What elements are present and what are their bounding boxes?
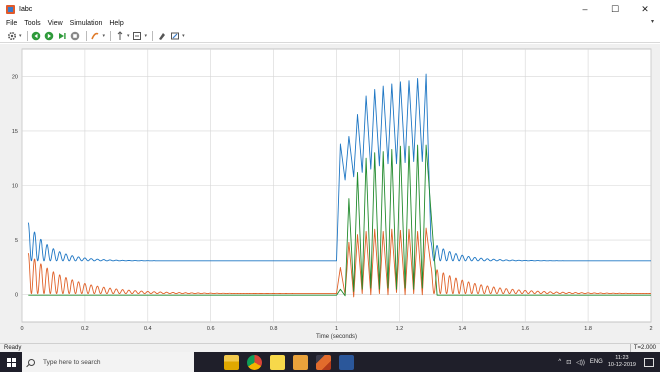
menu-view[interactable]: View [47,20,63,27]
word-icon[interactable] [339,354,354,372]
tray-chevron-icon[interactable]: ^ [558,359,562,365]
x-tick-label: 1.6 [521,326,529,332]
x-tick-label: 1.8 [584,326,592,332]
sim-time-readout: T=2.000 [629,344,656,352]
y-tick-label: 5 [15,238,18,244]
series-line-green [28,144,651,297]
cursor-dropdown-icon[interactable]: ▾ [127,32,130,39]
step-forward-icon[interactable] [57,30,68,41]
chrome-icon[interactable] [247,354,262,370]
menu-tools[interactable]: Tools [24,20,41,27]
sticky-notes-icon[interactable] [270,354,285,370]
menu-help[interactable]: Help [109,20,124,27]
settings-icon[interactable] [6,30,17,41]
y-tick-label: 10 [12,184,18,190]
menu-file[interactable]: File [6,20,18,27]
x-tick-label: 0.2 [81,326,89,332]
x-tick-label: 1 [335,326,338,332]
x-tick-label: 2 [649,326,652,332]
x-axis-label: Time (seconds) [316,334,357,340]
title-bar: Iabc – ☐ ✕ [0,0,660,18]
taskbar-search[interactable]: Type here to search [22,352,194,372]
window-title: Iabc [19,5,33,13]
folder-icon[interactable] [293,354,308,370]
search-placeholder: Type here to search [43,358,101,366]
status-bar: Ready T=2.000 [0,343,660,352]
x-tick-label: 1.4 [458,326,466,332]
file-explorer-icon[interactable] [224,354,239,370]
scope-chart[interactable]: 0 0.2 0.4 0.6 0.8 1 1.2 1.4 1.6 1.8 205101520Time … [0,44,660,343]
run-icon[interactable] [44,30,55,41]
settings-dropdown-icon[interactable]: ▾ [19,32,22,39]
matlab-icon[interactable] [316,354,331,372]
style-icon[interactable] [156,30,167,41]
network-icon[interactable]: ⊡ [566,359,572,366]
language-indicator[interactable]: ENG [589,359,603,365]
matlab-scope-icon [6,4,15,14]
system-tray: ^ ⊡ ◁)) ENG 11:23 10-12-2019 [558,352,660,372]
y-tick-label: 0 [15,293,18,299]
edit-icon[interactable] [169,30,180,41]
step-back-icon[interactable] [31,30,42,41]
zoom-dropdown-icon[interactable]: ▾ [144,32,148,39]
x-tick-label: 0.4 [144,326,152,332]
zoom-fit-icon[interactable] [132,30,143,41]
x-tick-label: 0 [20,326,23,332]
y-tick-label: 15 [12,129,18,135]
plot-area[interactable]: 0 0.2 0.4 0.6 0.8 1 1.2 1.4 1.6 1.8 2 0 5 10 15 20 Time … [0,44,660,343]
clock[interactable]: 11:23 10-12-2019 [608,355,636,369]
start-button[interactable] [0,352,22,372]
menu-collapse-icon[interactable]: ▾ [650,19,654,25]
cursor-icon[interactable] [114,30,125,41]
y-tick-label: 20 [12,74,18,80]
menu-bar: File Tools View Simulation Help ▾ [0,18,660,29]
taskbar-apps [224,354,362,372]
x-tick-label: 0.8 [270,326,278,332]
stop-icon[interactable] [70,30,81,41]
status-text: Ready [4,345,22,351]
minimize-button[interactable]: – [582,4,588,14]
toolbar: ▾ ▾ ▾ ▾ ▾ [0,29,660,43]
notifications-icon[interactable] [644,357,654,367]
x-tick-label: 0.6 [207,326,215,332]
maximize-button[interactable]: ☐ [610,3,620,14]
volume-icon[interactable]: ◁)) [576,359,585,366]
taskbar: Type here to search ^ ⊡ ◁)) ENG 11:23 10… [0,352,660,372]
clock-time: 11:23 [615,355,629,361]
clock-date: 10-12-2019 [607,362,636,368]
x-tick-label: 1.2 [396,326,404,332]
highlight-dropdown-icon[interactable]: ▾ [102,32,106,39]
search-icon [28,358,35,366]
edit-dropdown-icon[interactable]: ▾ [182,32,185,39]
series-line-blue [27,73,652,262]
menu-simulation[interactable]: Simulation [69,20,103,27]
windows-logo-icon [6,357,16,367]
highlight-icon[interactable] [90,30,101,41]
series-line-orange [27,227,652,298]
close-button[interactable]: ✕ [641,3,649,14]
window-controls: – ☐ ✕ [570,0,660,18]
